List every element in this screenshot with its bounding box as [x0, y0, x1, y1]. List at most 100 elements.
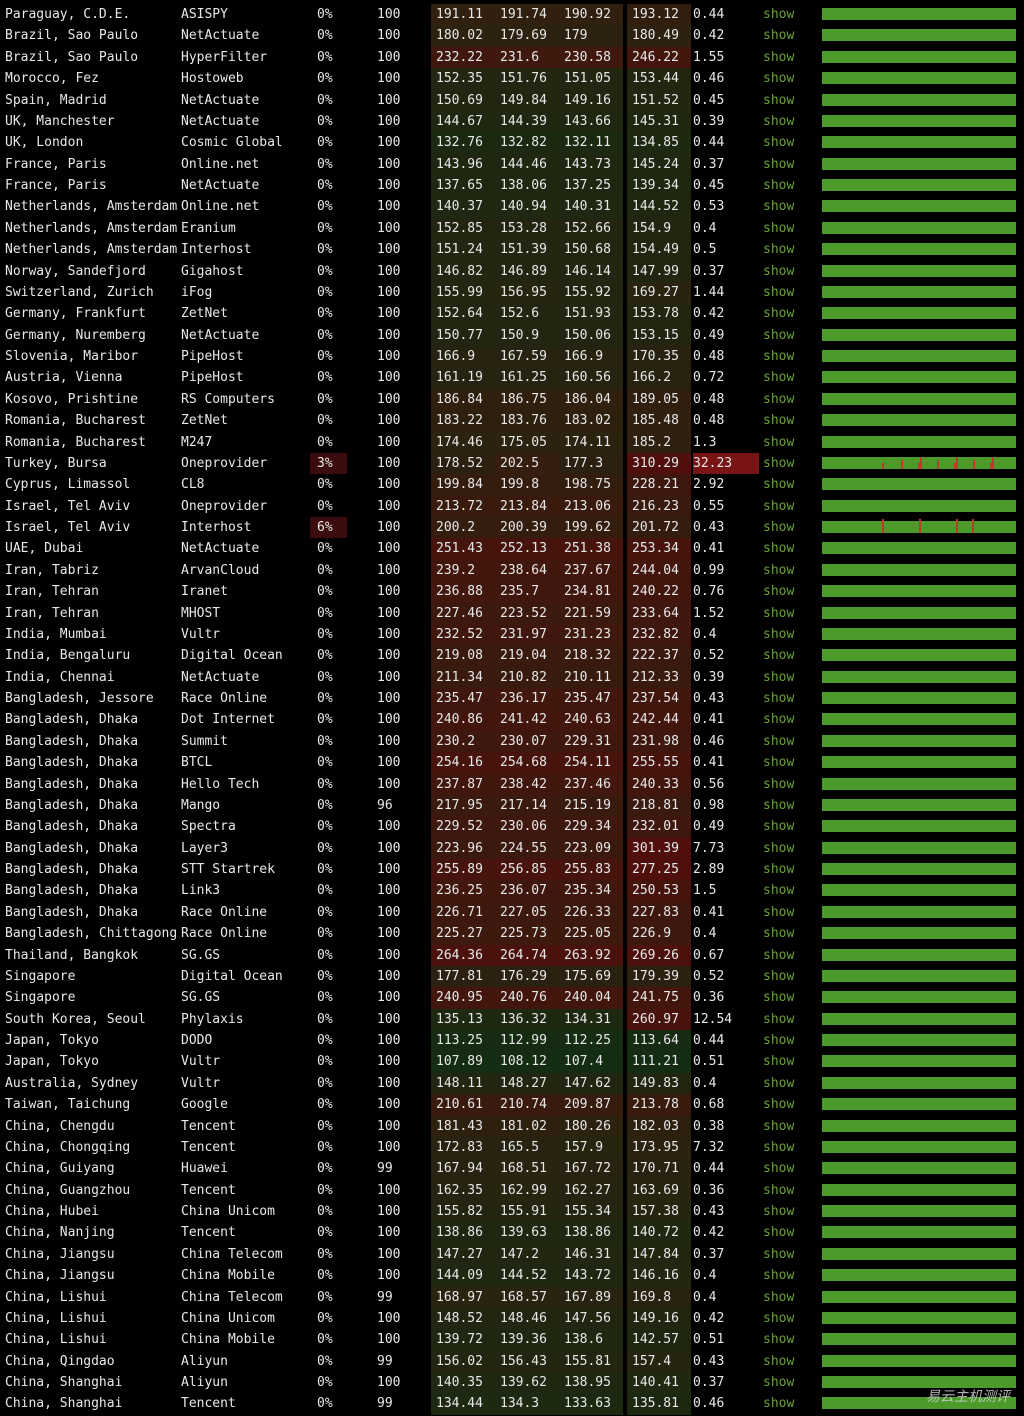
best-cell: 149.16 [559, 89, 623, 111]
table-row: Japan, Tokyo DODO 0% 100 113.25 112.99 112.25 1… [0, 1030, 1024, 1052]
show-link[interactable]: show [763, 92, 795, 108]
show-link[interactable]: show [763, 455, 795, 471]
show-link[interactable]: show [763, 1225, 795, 1241]
show-link[interactable]: show [763, 135, 795, 151]
last-cell: 144.67 [431, 110, 495, 133]
provider-cell: China Mobile [181, 1332, 275, 1348]
show-link[interactable]: show [763, 1139, 795, 1155]
show-link[interactable]: show [763, 1011, 795, 1027]
show-link[interactable]: show [763, 391, 795, 407]
show-link[interactable]: show [763, 819, 795, 835]
show-link[interactable]: show [763, 605, 795, 621]
show-link[interactable]: show [763, 990, 795, 1006]
show-link[interactable]: show [763, 1396, 795, 1412]
best-cell: 186.04 [559, 388, 623, 411]
last-cell: 255.89 [431, 859, 495, 881]
show-link[interactable]: show [763, 904, 795, 920]
show-link[interactable]: show [763, 1204, 795, 1219]
last-cell: 113.25 [431, 1030, 495, 1052]
provider-cell: Layer3 [181, 840, 228, 856]
show-link[interactable]: show [763, 1097, 795, 1113]
best-cell: 150.06 [559, 324, 623, 346]
last-cell: 251.43 [431, 538, 495, 560]
show-link[interactable]: show [763, 520, 795, 535]
show-link[interactable]: show [763, 648, 795, 664]
show-link[interactable]: show [763, 669, 795, 685]
show-link[interactable]: show [763, 220, 795, 236]
show-link[interactable]: show [763, 883, 795, 899]
avg-cell: 236.17 [495, 688, 559, 710]
show-link[interactable]: show [763, 284, 795, 300]
best-cell: 160.56 [559, 367, 623, 389]
history-bar [822, 585, 1016, 598]
best-cell: 112.25 [559, 1030, 623, 1052]
show-link[interactable]: show [763, 968, 795, 984]
show-link[interactable]: show [763, 1246, 795, 1262]
show-link[interactable]: show [763, 498, 795, 514]
avg-cell: 161.25 [495, 367, 559, 389]
best-cell: 263.92 [559, 944, 623, 966]
show-link[interactable]: show [763, 1332, 795, 1348]
show-link[interactable]: show [763, 1268, 795, 1284]
show-link[interactable]: show [763, 1075, 795, 1091]
show-link[interactable]: show [763, 1289, 795, 1305]
show-link[interactable]: show [763, 178, 795, 193]
show-link[interactable]: show [763, 691, 795, 706]
show-link[interactable]: show [763, 1118, 795, 1134]
show-link[interactable]: show [763, 1033, 795, 1048]
show-link[interactable]: show [763, 733, 795, 749]
show-link[interactable]: show [763, 862, 795, 877]
stdev-cell: 0.67 [693, 947, 725, 963]
best-cell: 143.72 [559, 1265, 623, 1287]
stdev-cell: 2.92 [693, 477, 725, 493]
show-link[interactable]: show [763, 7, 795, 22]
sent-cell: 100 [377, 1033, 401, 1048]
show-link[interactable]: show [763, 1161, 795, 1177]
show-link[interactable]: show [763, 156, 795, 172]
show-link[interactable]: show [763, 113, 795, 129]
sent-cell: 100 [377, 1054, 401, 1070]
stdev-cell: 0.5 [693, 242, 717, 258]
show-link[interactable]: show [763, 776, 795, 792]
show-link[interactable]: show [763, 1182, 795, 1198]
worst-cell: 233.64 [627, 602, 691, 624]
location-cell: Bangladesh, Dhaka [5, 797, 139, 813]
show-link[interactable]: show [763, 477, 795, 493]
show-link[interactable]: show [763, 562, 795, 578]
show-link[interactable]: show [763, 1353, 795, 1369]
worst-cell: 113.64 [627, 1030, 691, 1052]
show-link[interactable]: show [763, 712, 795, 728]
show-link[interactable]: show [763, 797, 795, 813]
show-link[interactable]: show [763, 755, 795, 771]
show-link[interactable]: show [763, 434, 795, 450]
show-link[interactable]: show [763, 263, 795, 279]
show-link[interactable]: show [763, 926, 795, 942]
show-link[interactable]: show [763, 199, 795, 215]
show-link[interactable]: show [763, 1054, 795, 1070]
show-link[interactable]: show [763, 626, 795, 642]
show-link[interactable]: show [763, 306, 795, 322]
show-link[interactable]: show [763, 413, 795, 429]
history-bar [822, 798, 1016, 811]
show-link[interactable]: show [763, 1375, 795, 1390]
stdev-cell: 0.42 [693, 28, 725, 44]
table-row: China, Shanghai Aliyun 0% 100 140.35 139.62 13… [0, 1372, 1024, 1394]
show-link[interactable]: show [763, 370, 795, 386]
show-link[interactable]: show [763, 541, 795, 557]
worst-cell: 147.99 [627, 260, 691, 282]
show-link[interactable]: show [763, 840, 795, 856]
last-cell: 199.84 [431, 474, 495, 496]
table-row: Bangladesh, Chittagong Race Online 0% 100 22… [0, 923, 1024, 945]
show-link[interactable]: show [763, 71, 795, 87]
provider-cell: NetActuate [181, 541, 260, 557]
location-cell: Bangladesh, Dhaka [5, 883, 139, 899]
show-link[interactable]: show [763, 49, 795, 65]
show-link[interactable]: show [763, 242, 795, 258]
show-link[interactable]: show [763, 584, 795, 600]
show-link[interactable]: show [763, 349, 795, 364]
show-link[interactable]: show [763, 28, 795, 44]
show-link[interactable]: show [763, 1310, 795, 1326]
table-row: Singapore SG.GS 0% 100 240.95 240.76 240.04 241… [0, 987, 1024, 1009]
show-link[interactable]: show [763, 947, 795, 963]
show-link[interactable]: show [763, 327, 795, 343]
